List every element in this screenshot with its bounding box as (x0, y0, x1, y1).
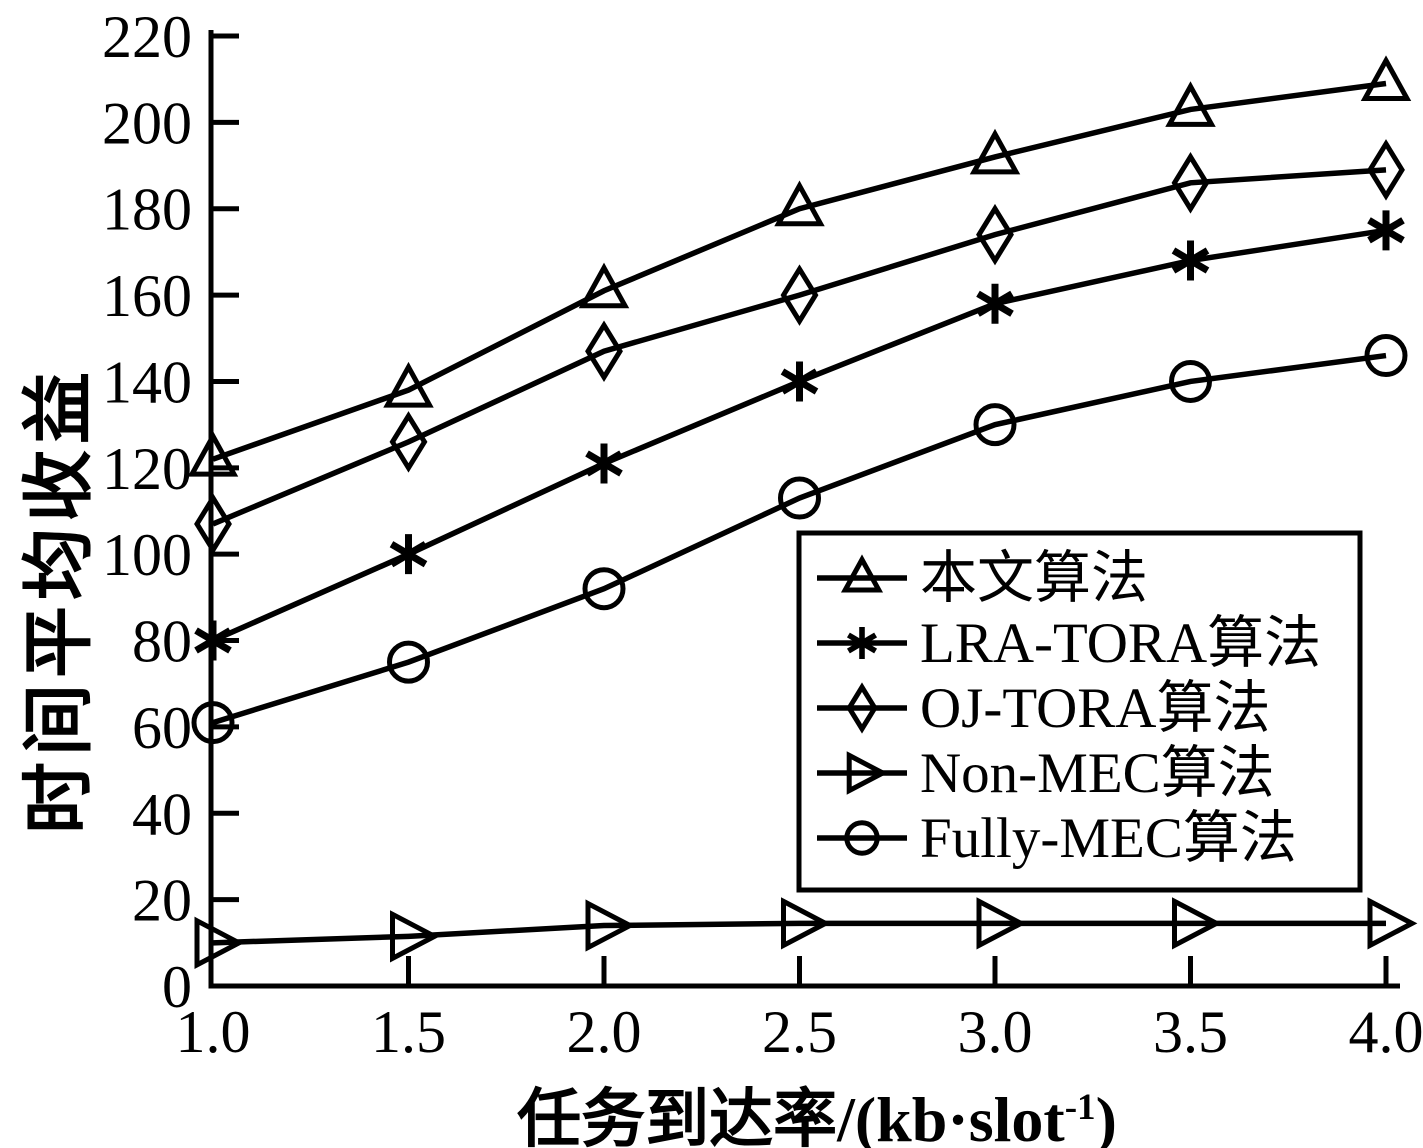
legend-box (796, 530, 1363, 893)
legend-item: 本文算法 (817, 547, 1148, 610)
legend-item: LRA-TORA算法 (817, 612, 1321, 675)
x-tick-label: 3.5 (1153, 999, 1228, 1065)
asterisk-marker (976, 290, 1014, 317)
legend-label: LRA-TORA算法 (920, 612, 1321, 675)
circle-marker (582, 567, 626, 611)
x-tick-label: 1.5 (371, 999, 446, 1065)
triangle-up-marker (578, 262, 630, 309)
series-line (212, 920, 1386, 946)
circle-marker (1169, 359, 1212, 403)
legend: 本文算法LRA-TORA算法OJ-TORA算法Non-MEC算法Fully-ME… (796, 530, 1363, 893)
diamond-marker (780, 264, 819, 326)
y-tick-label: 180 (102, 177, 192, 243)
circle-marker (387, 640, 430, 684)
asterisk-marker (585, 450, 623, 477)
series-line (212, 80, 1387, 462)
series-triangle-up (187, 55, 1412, 477)
x-tick-label: 2.0 (567, 999, 642, 1065)
asterisk-marker (780, 368, 819, 395)
triangle-up-marker (840, 554, 884, 593)
diamond-marker (1171, 152, 1210, 214)
y-tick-label: 80 (132, 609, 192, 675)
series-triangle-right (194, 897, 1418, 969)
triangle-up-marker (969, 128, 1021, 175)
legend-item: Fully-MEC算法 (817, 807, 1297, 870)
triangle-up-marker (774, 180, 825, 227)
y-tick-label: 220 (102, 4, 192, 70)
triangle-right-marker (1172, 897, 1222, 950)
x-tick-label: 4.0 (1349, 999, 1423, 1065)
series-asterisk (194, 210, 1405, 661)
y-tick-label: 100 (102, 522, 192, 588)
circle-marker (191, 701, 235, 745)
legend-label: OJ-TORA算法 (920, 677, 1270, 740)
y-tick-label: 200 (102, 90, 192, 156)
series-circle (191, 334, 1408, 745)
y-tick-label: 120 (102, 436, 192, 502)
y-tick-label: 0 (162, 954, 192, 1020)
x-tick-label: 2.5 (762, 999, 837, 1065)
y-axis-title: 时间平均收益 (19, 365, 100, 835)
legend-label: 本文算法 (920, 547, 1148, 610)
asterisk-marker (1367, 217, 1405, 244)
circle-marker (973, 403, 1017, 447)
triangle-right-marker (846, 751, 889, 795)
triangle-right-marker (390, 910, 440, 963)
triangle-right-marker (585, 899, 636, 952)
triangle-up-marker (383, 361, 434, 408)
circle-marker (1364, 334, 1408, 378)
x-axis-title: 任务到达率/(kb·slot-1) (517, 1068, 1117, 1148)
diamond-marker (585, 320, 623, 382)
triangle-right-marker (781, 897, 831, 950)
asterisk-marker (846, 632, 878, 654)
diamond-marker (976, 203, 1014, 266)
x-tick-label: 3.0 (958, 999, 1033, 1065)
diamond-marker (389, 411, 428, 473)
series-line (212, 352, 1387, 726)
y-tick-label: 60 (132, 695, 192, 761)
series-diamond (194, 139, 1405, 555)
legend-label: Fully-MEC算法 (920, 807, 1297, 870)
y-tick-label: 160 (102, 263, 192, 329)
asterisk-marker (1171, 247, 1210, 274)
y-tick-label: 40 (132, 781, 192, 847)
asterisk-marker (194, 627, 232, 654)
triangle-up-marker (1360, 55, 1412, 101)
y-tick-label: 140 (102, 349, 192, 415)
asterisk-marker (389, 541, 428, 568)
diamond-marker (194, 493, 232, 555)
triangle-right-marker (1367, 897, 1418, 950)
x-axis-title-text: 任务到达率/(kb·slot (517, 1084, 1065, 1148)
legend-label: Non-MEC算法 (920, 742, 1275, 805)
diamond-marker (846, 682, 878, 734)
circle-marker (844, 820, 880, 856)
y-tick-label: 20 (132, 868, 192, 934)
circle-marker (778, 476, 821, 520)
triangle-up-marker (1165, 81, 1216, 127)
x-axis-title-paren: ) (1095, 1084, 1117, 1148)
legend-item: OJ-TORA算法 (817, 677, 1270, 740)
x-tick-label: 1.0 (176, 999, 251, 1065)
x-axis-title-superscript: -1 (1064, 1086, 1096, 1128)
diamond-marker (1367, 139, 1405, 201)
legend-item: Non-MEC算法 (817, 742, 1275, 805)
triangle-up-marker (187, 431, 239, 477)
series-line (211, 167, 1387, 527)
triangle-right-marker (194, 916, 245, 969)
triangle-right-marker (976, 897, 1027, 950)
